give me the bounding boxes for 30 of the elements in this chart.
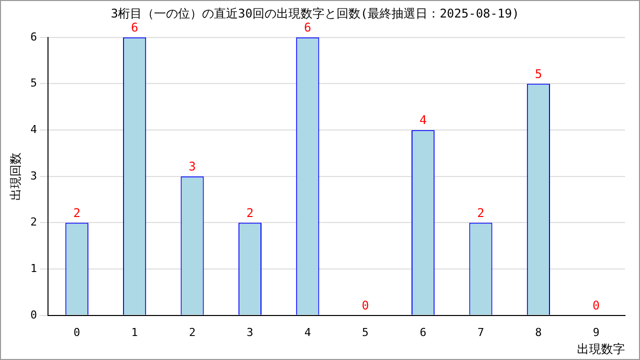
x-axis-title: 出現数字 — [577, 342, 625, 356]
data-label: 4 — [419, 113, 427, 128]
data-label: 0 — [592, 298, 600, 313]
y-axis-title: 出現回数 — [8, 152, 22, 200]
x-tick-label: 1 — [131, 326, 138, 339]
y-tick-label: 1 — [30, 262, 38, 275]
y-tick-label: 4 — [30, 122, 38, 136]
data-label: 2 — [246, 206, 254, 220]
x-tick-label: 2 — [188, 326, 196, 339]
y-tick-label: 6 — [30, 30, 38, 44]
x-tick-label: 3 — [246, 326, 254, 339]
y-tick-label: 2 — [30, 216, 38, 229]
x-tick-label: 7 — [477, 326, 484, 339]
chart-title: 3桁目（一の位）の直近30回の出現数字と回数(最終抽選日：2025-08-19) — [110, 6, 520, 20]
data-label: 0 — [362, 298, 369, 313]
x-tick-label: 0 — [74, 326, 80, 339]
x-tick-label: 9 — [592, 326, 600, 339]
data-label: 2 — [477, 206, 484, 220]
y-tick-label: 3 — [30, 169, 38, 182]
y-tick-label: 5 — [30, 76, 38, 90]
y-tick-label: 0 — [30, 308, 38, 322]
data-label: 6 — [304, 20, 312, 35]
data-label: 3 — [188, 160, 196, 174]
data-label: 6 — [130, 20, 138, 35]
data-label: 2 — [73, 206, 80, 220]
x-tick-label: 8 — [535, 326, 542, 339]
data-label: 5 — [534, 66, 542, 81]
x-tick-label: 6 — [420, 326, 426, 339]
x-tick-label: 5 — [362, 326, 369, 339]
x-tick-label: 4 — [304, 326, 312, 339]
